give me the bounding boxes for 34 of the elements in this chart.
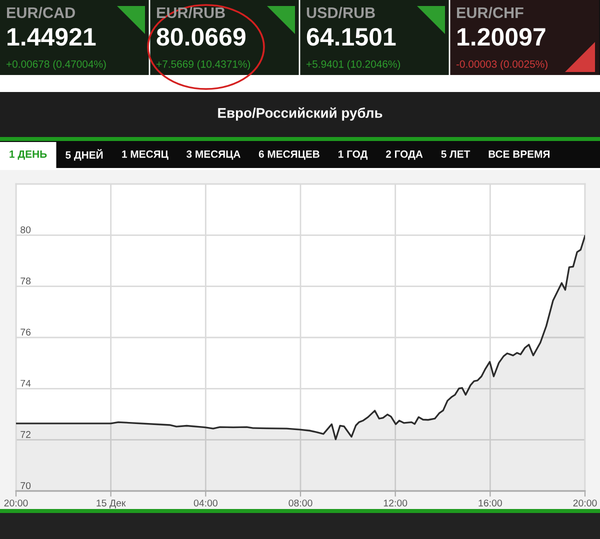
text: 1 ДЕНЬ <box>10 150 47 160</box>
x-tick-label: 15 Дек <box>96 500 126 508</box>
x-tick-label: 20:00 <box>573 500 597 506</box>
text: -0.00003 (0.0025%) <box>456 60 548 70</box>
text: 6 МЕСЯЦЕВ <box>258 150 320 160</box>
category-label: USD/RUB <box>306 6 375 18</box>
text: +7.5669 (10.4371%) <box>156 60 250 70</box>
text: ВСЕ ВРЕМЯ <box>488 150 550 158</box>
text: 1 ГОД <box>338 150 368 160</box>
y-tick-label: 78 <box>20 278 31 284</box>
text: 1 МЕСЯЦ <box>122 150 168 160</box>
text: 5 ЛЕТ <box>441 150 470 158</box>
x-tick-label: 20:00 <box>4 500 28 506</box>
x-tick-label: 16:00 <box>478 500 502 506</box>
y-tick-label: 76 <box>20 328 31 336</box>
text: 2 ГОДА <box>386 150 423 160</box>
y-tick-label: 80 <box>20 226 31 234</box>
y-tick-label: 70 <box>20 482 31 490</box>
text: +0.00678 (0.47004%) <box>6 60 106 70</box>
x-tick-label: 08:00 <box>288 500 312 506</box>
category-label: EUR/CAD <box>7 6 75 18</box>
text: +5.9401 (10.2046%) <box>306 60 400 70</box>
y-tick-label: 74 <box>20 380 31 387</box>
text: 80.0669 <box>156 28 246 46</box>
chart-title: Евро/Российский рубль <box>218 107 382 121</box>
x-tick-label: 04:00 <box>194 500 218 506</box>
text: 3 МЕСЯЦА <box>186 150 240 160</box>
text: 1.20097 <box>458 28 546 46</box>
category-label: EUR/CHF <box>457 6 524 18</box>
x-tick-label: 12:00 <box>384 500 408 506</box>
text: 1.44921 <box>8 28 96 46</box>
text: 64.1501 <box>306 28 396 46</box>
text: 5 ДНЕЙ <box>66 149 103 161</box>
y-tick-label: 72 <box>20 431 30 438</box>
